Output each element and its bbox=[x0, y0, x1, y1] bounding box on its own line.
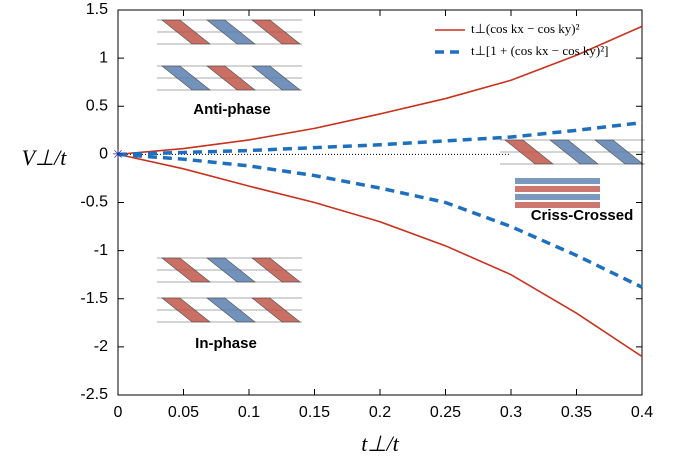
icon-plaquette bbox=[161, 297, 211, 323]
origin-marker: ✳ bbox=[112, 146, 124, 162]
y-tick-label: 0.5 bbox=[86, 97, 108, 114]
icon-plaquette bbox=[251, 297, 301, 323]
annotation: Criss-Crossed bbox=[531, 207, 634, 224]
icon-bar bbox=[515, 194, 600, 200]
icon-bar bbox=[515, 178, 600, 184]
icon-plaquette bbox=[161, 65, 211, 91]
y-tick-label: 1 bbox=[99, 49, 108, 66]
annotation: In-phase bbox=[195, 335, 257, 352]
y-tick-label: -1 bbox=[94, 242, 108, 259]
x-tick-label: 0.25 bbox=[430, 404, 461, 421]
icon-plaquette bbox=[251, 257, 301, 283]
y-tick-label: -2 bbox=[94, 338, 108, 355]
x-tick-label: 0.35 bbox=[561, 404, 592, 421]
y-axis-label: V⊥/t bbox=[22, 145, 68, 170]
x-axis-label: t⊥/t bbox=[361, 431, 399, 456]
series-line bbox=[117, 25, 643, 156]
x-tick-label: 0.05 bbox=[168, 404, 199, 421]
icon-plaquette bbox=[161, 19, 211, 45]
icon-plaquette bbox=[161, 257, 211, 283]
icon-plaquette bbox=[206, 257, 256, 283]
icon-bar bbox=[515, 202, 600, 208]
y-tick-label: 1.5 bbox=[86, 1, 108, 18]
x-tick-label: 0.4 bbox=[631, 404, 653, 421]
y-tick-label: -0.5 bbox=[80, 194, 108, 211]
icon-plaquette bbox=[251, 65, 301, 91]
x-tick-label: 0.15 bbox=[299, 404, 330, 421]
x-tick-label: 0.2 bbox=[369, 404, 391, 421]
icon-bar bbox=[515, 186, 600, 192]
annotation: Anti-phase bbox=[193, 101, 271, 118]
y-tick-label: 0 bbox=[99, 146, 108, 163]
x-tick-label: 0.3 bbox=[500, 404, 522, 421]
series-line bbox=[117, 153, 643, 358]
icon-plaquette bbox=[206, 297, 256, 323]
icon-plaquette bbox=[594, 139, 644, 165]
x-tick-label: 0 bbox=[114, 404, 123, 421]
icon-plaquette bbox=[504, 139, 554, 165]
x-tick-label: 0.1 bbox=[238, 404, 260, 421]
legend-label: t⊥(cos kx − cos ky)² bbox=[471, 21, 580, 36]
lattice-icons bbox=[157, 19, 645, 323]
icon-plaquette bbox=[206, 19, 256, 45]
legend-label: t⊥[1 + (cos kx − cos ky)²] bbox=[471, 43, 608, 58]
icon-plaquette bbox=[549, 139, 599, 165]
icon-plaquette bbox=[251, 19, 301, 45]
icon-plaquette bbox=[206, 65, 256, 91]
y-tick-label: -2.5 bbox=[80, 386, 108, 403]
y-tick-label: -1.5 bbox=[80, 290, 108, 307]
series-line bbox=[117, 120, 643, 157]
